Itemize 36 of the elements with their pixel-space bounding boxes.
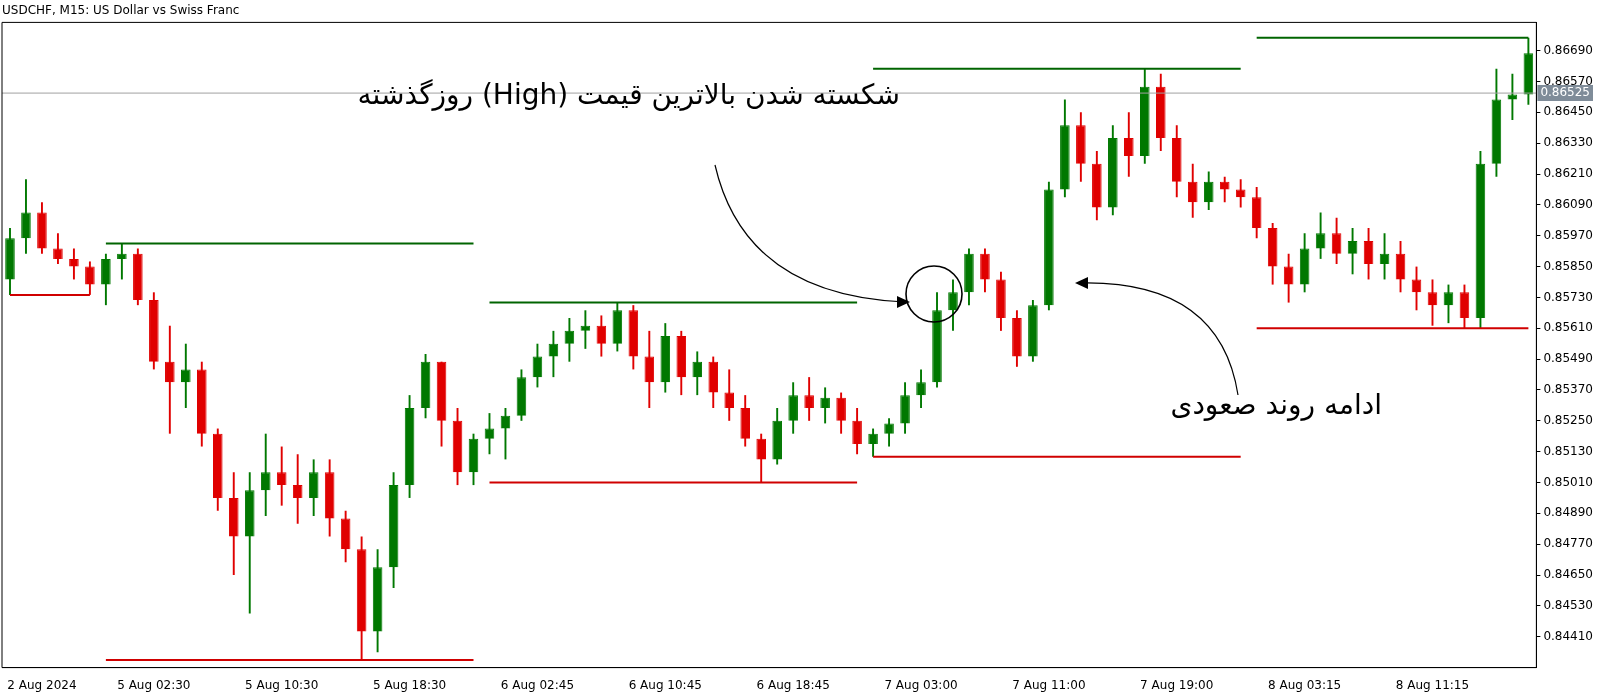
y-tick-label: 0.85850 — [1543, 258, 1593, 273]
x-tick-label: 5 Aug 18:30 — [372, 677, 447, 692]
x-tick-label: 6 Aug 02:45 — [500, 677, 575, 692]
y-tick-label: 0.84410 — [1543, 628, 1593, 643]
y-tick-label: 0.86090 — [1543, 197, 1593, 212]
chart-title: USDCHF, M15: US Dollar vs Swiss Franc — [2, 3, 240, 18]
y-tick-label: 0.86210 — [1543, 166, 1593, 181]
y-tick-label: 0.85490 — [1543, 351, 1593, 366]
x-tick-label: 8 Aug 03:15 — [1267, 677, 1342, 692]
x-tick-label: 5 Aug 02:30 — [117, 677, 191, 692]
x-tick-label: 8 Aug 11:15 — [1395, 677, 1470, 692]
y-tick-label: 0.86330 — [1543, 135, 1593, 150]
y-tick-label: 0.84530 — [1543, 598, 1593, 613]
y-tick-label: 0.86570 — [1543, 73, 1593, 88]
y-tick-label: 0.84650 — [1543, 567, 1593, 582]
x-tick-label: 7 Aug 03:00 — [884, 677, 958, 692]
x-tick-label: 6 Aug 18:45 — [756, 677, 830, 692]
y-tick-label: 0.85610 — [1543, 320, 1593, 335]
y-tick-label: 0.85730 — [1543, 289, 1593, 304]
ref-line-label: 0.86525 — [1540, 85, 1590, 100]
y-tick-label: 0.85370 — [1543, 382, 1593, 397]
y-tick-label: 0.84890 — [1543, 505, 1593, 520]
annotation: ادامه روند صعودی — [1170, 388, 1382, 421]
x-tick-label: 5 Aug 10:30 — [245, 677, 319, 692]
x-tick-label: 7 Aug 19:00 — [1140, 677, 1214, 692]
y-tick-label: 0.85250 — [1543, 412, 1593, 427]
y-tick-label: 0.86450 — [1543, 104, 1593, 119]
y-tick-label: 0.85970 — [1543, 227, 1593, 242]
y-tick-label: 0.85130 — [1543, 443, 1593, 458]
y-tick-label: 0.85010 — [1543, 474, 1593, 489]
x-tick-label: 6 Aug 10:45 — [628, 677, 702, 692]
y-tick-label: 0.86690 — [1543, 42, 1593, 57]
x-tick-label: 2 Aug 2024 — [7, 677, 77, 692]
y-tick-label: 0.84770 — [1543, 536, 1593, 551]
annotation: شکسته شدن بالاترین قیمت (High) روزگذشته — [357, 78, 900, 111]
x-tick-label: 7 Aug 11:00 — [1012, 677, 1086, 692]
